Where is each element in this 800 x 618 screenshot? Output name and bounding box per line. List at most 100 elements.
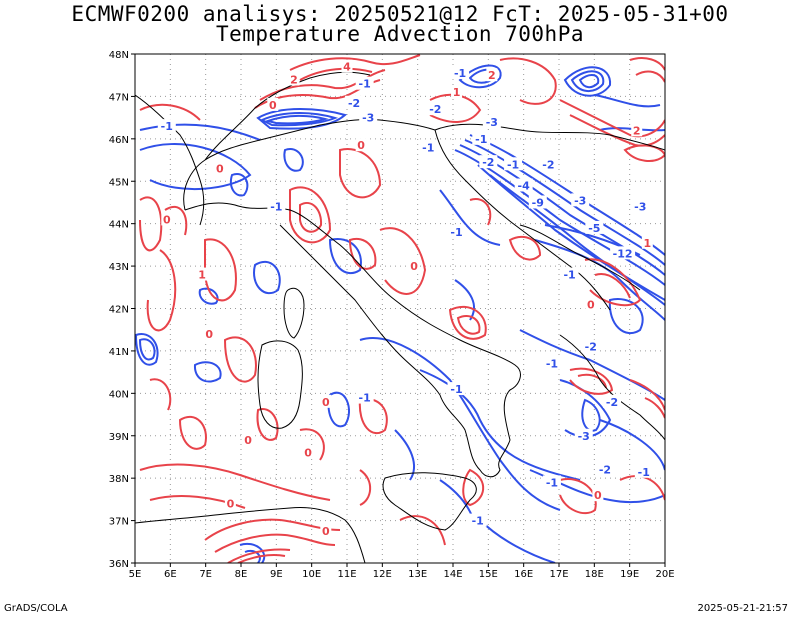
- contour-label-background: [468, 513, 487, 527]
- longitude-tick-label: 6E: [164, 569, 177, 580]
- longitude-tick-label: 12E: [373, 569, 392, 580]
- longitude-tick-label: 14E: [443, 569, 462, 580]
- positive-contour: [629, 379, 665, 411]
- adriatic-east-coast: [434, 129, 611, 311]
- contour-label-background: [447, 382, 466, 396]
- contour-label-background: [345, 95, 364, 109]
- corsica-coast: [283, 287, 305, 339]
- contour-label-background: [486, 68, 498, 82]
- positive-contour: [299, 428, 325, 461]
- negative-contour: [139, 143, 252, 190]
- positive-contour: [339, 148, 382, 199]
- positive-contour: [223, 336, 257, 383]
- contour-label: 2: [488, 69, 496, 82]
- contour-label-background: [479, 155, 498, 169]
- contour-label-background: [302, 445, 314, 459]
- latitude-tick-label: 39N: [109, 432, 129, 443]
- positive-contour: [379, 227, 427, 295]
- longitude-tick-label: 20E: [655, 569, 674, 580]
- contour-label: 0: [269, 99, 277, 112]
- negative-contour: [489, 174, 665, 306]
- contour-label: -1: [450, 383, 462, 396]
- contour-label-background: [242, 432, 254, 446]
- contour-label-background: [359, 110, 378, 124]
- latitude-tick-label: 38N: [109, 474, 129, 485]
- positive-contour: [623, 144, 665, 162]
- contour-label: -1: [546, 358, 558, 371]
- contour-label: 0: [594, 489, 602, 502]
- latitude-tick-label: 41N: [109, 347, 129, 358]
- balkan-border: [434, 123, 665, 151]
- positive-contour: [584, 258, 642, 307]
- negative-contour: [139, 123, 261, 141]
- contour-label-background: [196, 267, 208, 281]
- negative-contour: [454, 279, 475, 321]
- contour-label: -1: [475, 133, 487, 146]
- contour-label: 1: [453, 86, 461, 99]
- positive-contour: [214, 533, 336, 553]
- contour-label-background: [603, 394, 621, 408]
- negative-contour: [534, 239, 665, 321]
- latitude-tick-label: 36N: [109, 559, 129, 570]
- contour-label-background: [631, 199, 650, 213]
- positive-contour: [635, 70, 665, 83]
- contour-label: -3: [486, 116, 498, 129]
- longitude-tick-label: 10E: [302, 569, 321, 580]
- negative-contour: [283, 148, 304, 172]
- contour-label-background: [419, 140, 438, 154]
- contour-labels: -1-1-2-3-1-2-1-3-1-2 -1 -2-4-3-9-5-3-12-1-…: [157, 59, 653, 538]
- negative-contour: [328, 238, 362, 275]
- positive-contour: [508, 235, 542, 261]
- positive-contour: [178, 415, 207, 450]
- contour-label: -2: [606, 396, 618, 409]
- contour-label-background: [426, 102, 445, 116]
- positive-contour: [569, 367, 614, 395]
- alps-border: [204, 71, 371, 161]
- longitude-tick-label: 16E: [514, 569, 533, 580]
- positive-contour: [289, 186, 332, 244]
- contour-label-background: [157, 119, 176, 133]
- positive-contour: [204, 238, 237, 302]
- contour-label-background: [585, 220, 604, 234]
- contour-label: -1: [450, 226, 462, 239]
- contour-label-background: [161, 212, 173, 226]
- contour-label: 1: [198, 269, 206, 282]
- contour-label: 0: [322, 525, 330, 538]
- contour-label: -1: [422, 141, 434, 154]
- contour-label: -3: [634, 201, 646, 214]
- contour-label: 4: [343, 61, 351, 74]
- contour-label-background: [592, 488, 604, 502]
- contour-label-background: [571, 193, 590, 207]
- negative-contour: [559, 379, 612, 438]
- positive-contour: [456, 314, 481, 335]
- contour-label: 1: [644, 237, 652, 250]
- contour-label-background: [595, 462, 614, 476]
- france-border: [135, 94, 205, 226]
- negative-contour: [419, 369, 581, 481]
- positive-contour: [469, 198, 492, 226]
- negative-contour: [439, 189, 501, 246]
- contour-label: -9: [532, 196, 544, 209]
- contour-label-background: [610, 246, 636, 260]
- positive-contour: [289, 54, 421, 71]
- positive-contour: [577, 373, 607, 389]
- contour-label-background: [267, 199, 286, 213]
- contour-label: -1: [161, 120, 173, 133]
- positive-contour: [358, 398, 388, 435]
- coastline-borders: [135, 71, 665, 563]
- negative-contour: [578, 74, 600, 89]
- axis-ticks: 5E 6E 7E 8E 9E 10E 11E 12E 13E 14E 15E 16E 17E 18E 19E…: [109, 50, 675, 580]
- positive-contour: [139, 196, 163, 252]
- contour-label: -1: [359, 392, 371, 405]
- latitude-tick-label: 40N: [109, 389, 129, 400]
- latitude-tick-label: 44N: [109, 220, 129, 231]
- negative-contour: [479, 519, 556, 563]
- software-credit: GrADS/COLA: [4, 603, 68, 614]
- contour-label: -1: [563, 269, 575, 282]
- longitude-tick-label: 9E: [270, 569, 283, 580]
- negative-contour: [264, 114, 329, 125]
- contour-label: -1: [638, 466, 650, 479]
- north-africa-coast: [135, 507, 366, 563]
- longitude-tick-label: 5E: [129, 569, 142, 580]
- contour-label-background: [288, 72, 300, 86]
